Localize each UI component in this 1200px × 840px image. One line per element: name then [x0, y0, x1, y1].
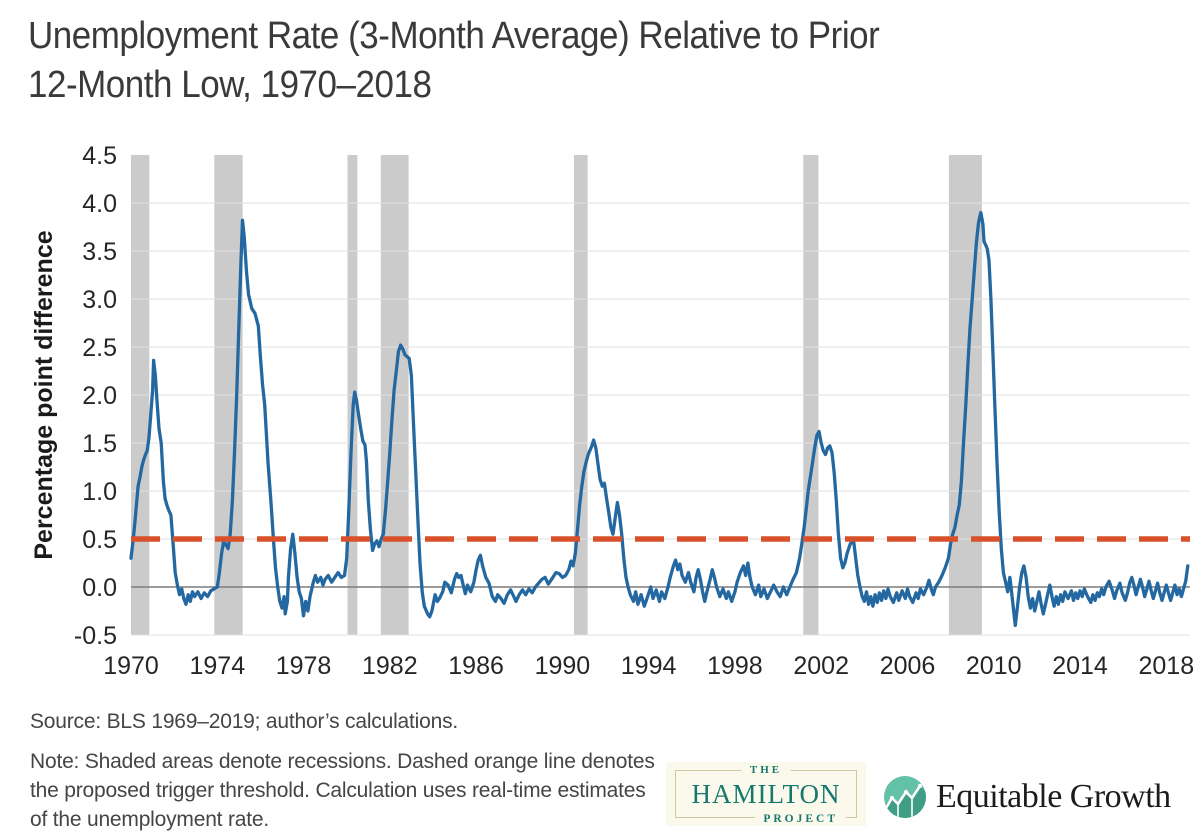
x-tick-label: 2006 [880, 652, 936, 680]
unemployment-line [129, 210, 1190, 628]
y-tick-label: 0.5 [82, 526, 117, 554]
x-tick-label: 2014 [1052, 652, 1108, 680]
x-tick-label: 1978 [276, 652, 332, 680]
hamilton-logo-project-label: PROJECT [755, 813, 846, 825]
note-line: of the unemployment rate. [30, 807, 269, 831]
note-line: Note: Shaded areas denote recessions. Da… [30, 750, 655, 773]
y-tick-label: 2.5 [82, 334, 117, 362]
y-tick-label: 2.0 [82, 382, 117, 410]
line-chart-icon [884, 776, 926, 818]
equitable-growth-logo-text: Equitable Growth [936, 778, 1171, 815]
note-text: Note: Shaded areas denote recessions. Da… [30, 748, 655, 834]
x-tick-label: 2018 [1138, 652, 1194, 680]
y-axis-title: Percentage point difference [30, 230, 58, 559]
x-tick-label: 2002 [793, 652, 849, 680]
hamilton-logo-frame: THE HAMILTON PROJECT [675, 764, 857, 825]
y-tick-label: 4.0 [82, 190, 117, 218]
x-tick-label: 1974 [189, 652, 245, 680]
x-tick-label: 1970 [103, 652, 159, 680]
hamilton-project-logo: THE HAMILTON PROJECT [666, 762, 866, 826]
page-title-line1: Unemployment Rate (3-Month Average) Rela… [28, 15, 880, 57]
x-tick-label: 1982 [362, 652, 418, 680]
x-tick-label: 1994 [621, 652, 677, 680]
hamilton-logo-the-label: THE [740, 764, 792, 776]
page-title-line2: 12-Month Low, 1970–2018 [28, 63, 432, 106]
y-tick-label: 0.0 [82, 574, 117, 602]
x-tick-label: 1998 [707, 652, 763, 680]
page-title: Unemployment Rate (3-Month Average) Rela… [28, 12, 880, 109]
y-tick-label: 1.5 [82, 430, 117, 458]
y-tick-label: 3.0 [82, 286, 117, 314]
x-tick-label: 2010 [966, 652, 1022, 680]
note-line: the proposed trigger threshold. Calculat… [30, 778, 646, 802]
y-tick-label: 4.5 [82, 142, 117, 170]
y-tick-label: -0.5 [74, 622, 117, 650]
x-tick-label: 1986 [448, 652, 504, 680]
y-tick-label: 1.0 [82, 478, 117, 506]
equitable-growth-logo: Equitable Growth [884, 772, 1171, 822]
x-tick-label: 1990 [535, 652, 591, 680]
hamilton-logo-name: HAMILTON [691, 779, 841, 809]
y-tick-label: 3.5 [82, 238, 117, 266]
source-text: Source: BLS 1969–2019; author’s calculat… [30, 710, 459, 733]
